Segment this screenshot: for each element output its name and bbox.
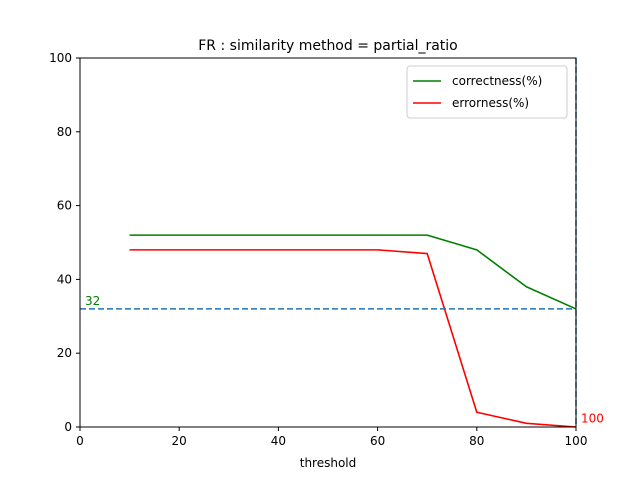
y-tick-label: 0 [64,420,72,434]
y-tick-label: 20 [57,346,72,360]
x-tick-label: 20 [172,434,187,448]
y-tick-label: 60 [57,199,72,213]
x-tick-label: 60 [370,434,385,448]
y-tick-label: 100 [49,51,72,65]
x-axis-label: threshold [300,456,357,470]
x-tick-label: 40 [271,434,286,448]
x-tick-label: 0 [76,434,84,448]
y-tick-label: 40 [57,272,72,286]
chart-title: FR : similarity method = partial_ratio [198,38,458,54]
legend-label: errorness(%) [452,96,529,110]
x-tick-label: 100 [565,434,588,448]
legend-box [406,65,568,119]
annotation-label: 100 [581,412,604,426]
axes-frame [79,57,577,428]
x-tick-label: 80 [469,434,484,448]
series-line [129,249,577,428]
plot-area: 0 20 40 60 80 100 0 20 40 60 80 100 32 100 correctness… [49,51,604,448]
annotation-label: 32 [85,294,100,308]
y-tick-label: 80 [57,125,72,139]
legend-label: correctness(%) [452,74,542,88]
series-line [129,234,577,310]
